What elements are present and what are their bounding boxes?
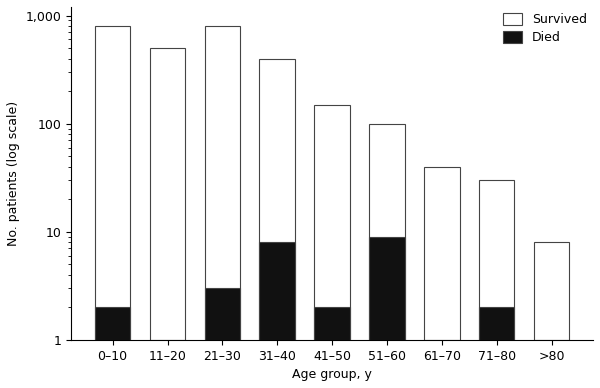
Bar xyxy=(205,288,240,340)
Bar xyxy=(259,59,295,340)
Bar xyxy=(205,26,240,340)
X-axis label: Age group, y: Age group, y xyxy=(292,368,372,381)
Bar xyxy=(479,180,514,340)
Bar xyxy=(314,307,350,340)
Bar xyxy=(95,307,130,340)
Bar xyxy=(424,166,460,340)
Bar xyxy=(259,242,295,340)
Bar xyxy=(95,26,130,340)
Bar xyxy=(533,242,569,340)
Bar xyxy=(369,237,405,340)
Bar xyxy=(369,124,405,340)
Y-axis label: No. patients (log scale): No. patients (log scale) xyxy=(7,101,20,246)
Bar xyxy=(149,48,185,340)
Bar xyxy=(479,307,514,340)
Bar xyxy=(314,104,350,340)
Legend: Survived, Died: Survived, Died xyxy=(503,13,587,44)
